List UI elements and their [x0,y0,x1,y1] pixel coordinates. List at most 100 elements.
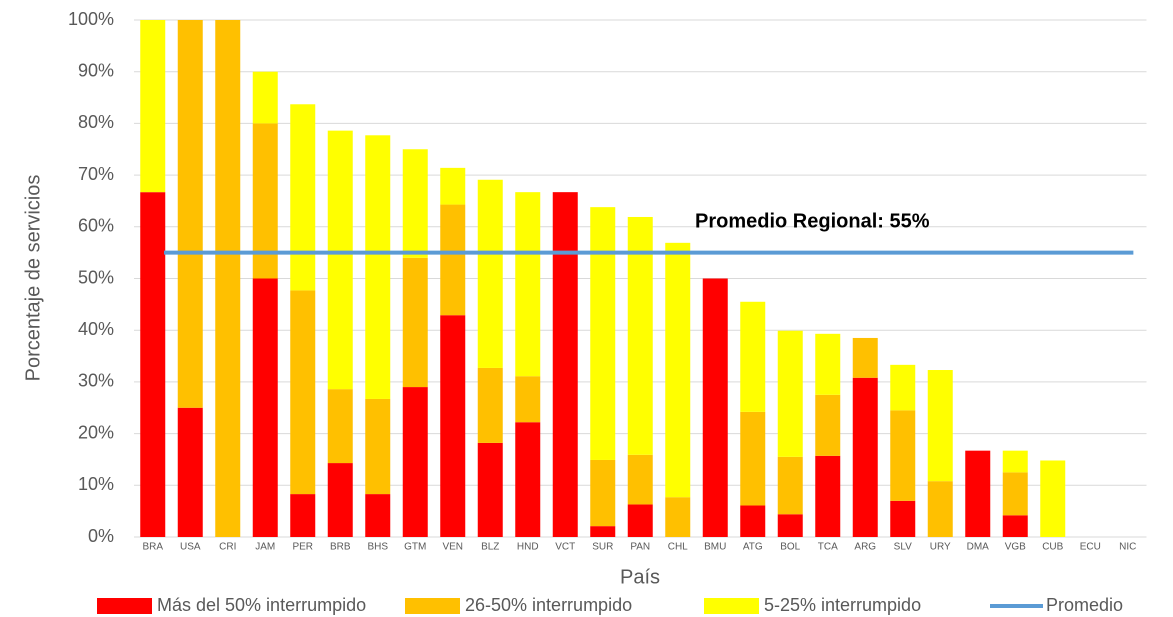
bar-segment [215,20,241,537]
bar-segment [702,278,728,537]
bar-segment [890,500,916,537]
y-tick-label: 50% [78,267,114,287]
x-tick-label: VGB [1005,542,1026,553]
bar-segment [927,370,953,482]
x-tick-label: PAN [630,542,650,553]
y-tick-label: 40% [78,319,114,339]
x-tick-label: BOL [780,542,800,553]
bar-segment [177,20,203,408]
bar-segment [477,179,503,368]
bar-segment [965,450,991,537]
bar-segment [327,389,353,464]
x-tick-label: USA [180,542,201,553]
x-tick-label: CRI [219,542,236,553]
x-tick-label: JAM [255,542,275,553]
bar-segment [515,192,541,377]
legend-label: Más del 50% interrumpido [157,595,366,615]
x-tick-label: BLZ [481,542,499,553]
y-tick-label: 0% [88,526,114,546]
x-tick-label: BRA [142,542,163,553]
x-tick-label: SLV [894,542,912,553]
bar-segment [515,376,541,423]
bar-segment [777,456,803,515]
bar-segment [477,442,503,537]
x-tick-label: BMU [704,542,726,553]
y-tick-label: 10% [78,474,114,494]
legend-label: 5-25% interrumpido [764,595,921,615]
y-axis-title: Porcentaje de servicios [22,175,44,382]
bar-segment [627,216,653,455]
legend-label: 26-50% interrumpido [465,595,632,615]
bar-segment [815,333,841,395]
bar-segment [402,149,428,258]
bar-segment [290,290,316,495]
bar-segment [1040,460,1066,537]
bar-segment [327,463,353,537]
x-tick-label: CHL [668,542,688,553]
x-tick-label: ATG [743,542,763,553]
y-tick-label: 20% [78,422,114,442]
bar-segment [740,411,766,506]
x-tick-label: TCA [818,542,838,553]
bar-segment [515,422,541,537]
x-tick-label: NIC [1119,542,1136,553]
y-tick-label: 60% [78,216,114,236]
x-tick-label: PER [292,542,313,553]
bar-segment [590,526,616,537]
bar-segment [590,207,616,460]
bar-segment [890,410,916,501]
bar-segment [815,455,841,537]
bar-segment [252,278,278,537]
bar-segment [777,330,803,457]
y-tick-label: 70% [78,164,114,184]
y-tick-label: 100% [68,9,114,29]
legend-swatch [405,598,460,614]
bar-segment [852,337,878,378]
x-tick-label: VEN [442,542,463,553]
bar-segment [140,20,166,193]
x-tick-label: CUB [1042,542,1063,553]
x-tick-label: BHS [367,542,388,553]
bar-segment [552,192,578,537]
bar-segment [627,454,653,505]
bar-segment [402,387,428,537]
bar-segment [177,407,203,537]
x-tick-label: BRB [330,542,351,553]
bar-segment [290,104,316,291]
x-tick-label: DMA [967,542,990,553]
bar-segment [740,505,766,537]
bar-segment [327,130,353,390]
x-tick-label: ECU [1080,542,1101,553]
legend-label: Promedio [1046,595,1123,615]
bar-segment [402,257,428,388]
bar-segment [252,123,278,279]
bar-segment [365,135,391,399]
bar-segment [252,71,278,124]
x-tick-label: URY [930,542,951,553]
x-tick-label: SUR [592,542,613,553]
x-tick-label: HND [517,542,539,553]
bar-segment [627,504,653,537]
y-tick-label: 90% [78,60,114,80]
bar-segment [777,514,803,537]
bar-segment [140,192,166,537]
bar-segment [665,242,691,498]
bar-segment [440,167,466,205]
bar-segment [590,459,616,527]
bar-segment [1002,472,1028,516]
bar-segment [852,377,878,537]
bar-segment [477,367,503,443]
legend-swatch [704,598,759,614]
x-tick-label: ARG [854,542,876,553]
x-tick-label: VCT [555,542,575,553]
bar-segment [927,481,953,537]
bar-segment [815,394,841,456]
y-tick-label: 30% [78,371,114,391]
bar-segment [665,497,691,537]
bar-segment [740,301,766,412]
legend-swatch [97,598,152,614]
bar-segment [1002,450,1028,473]
bar-segment [365,398,391,495]
bar-segment [440,315,466,537]
